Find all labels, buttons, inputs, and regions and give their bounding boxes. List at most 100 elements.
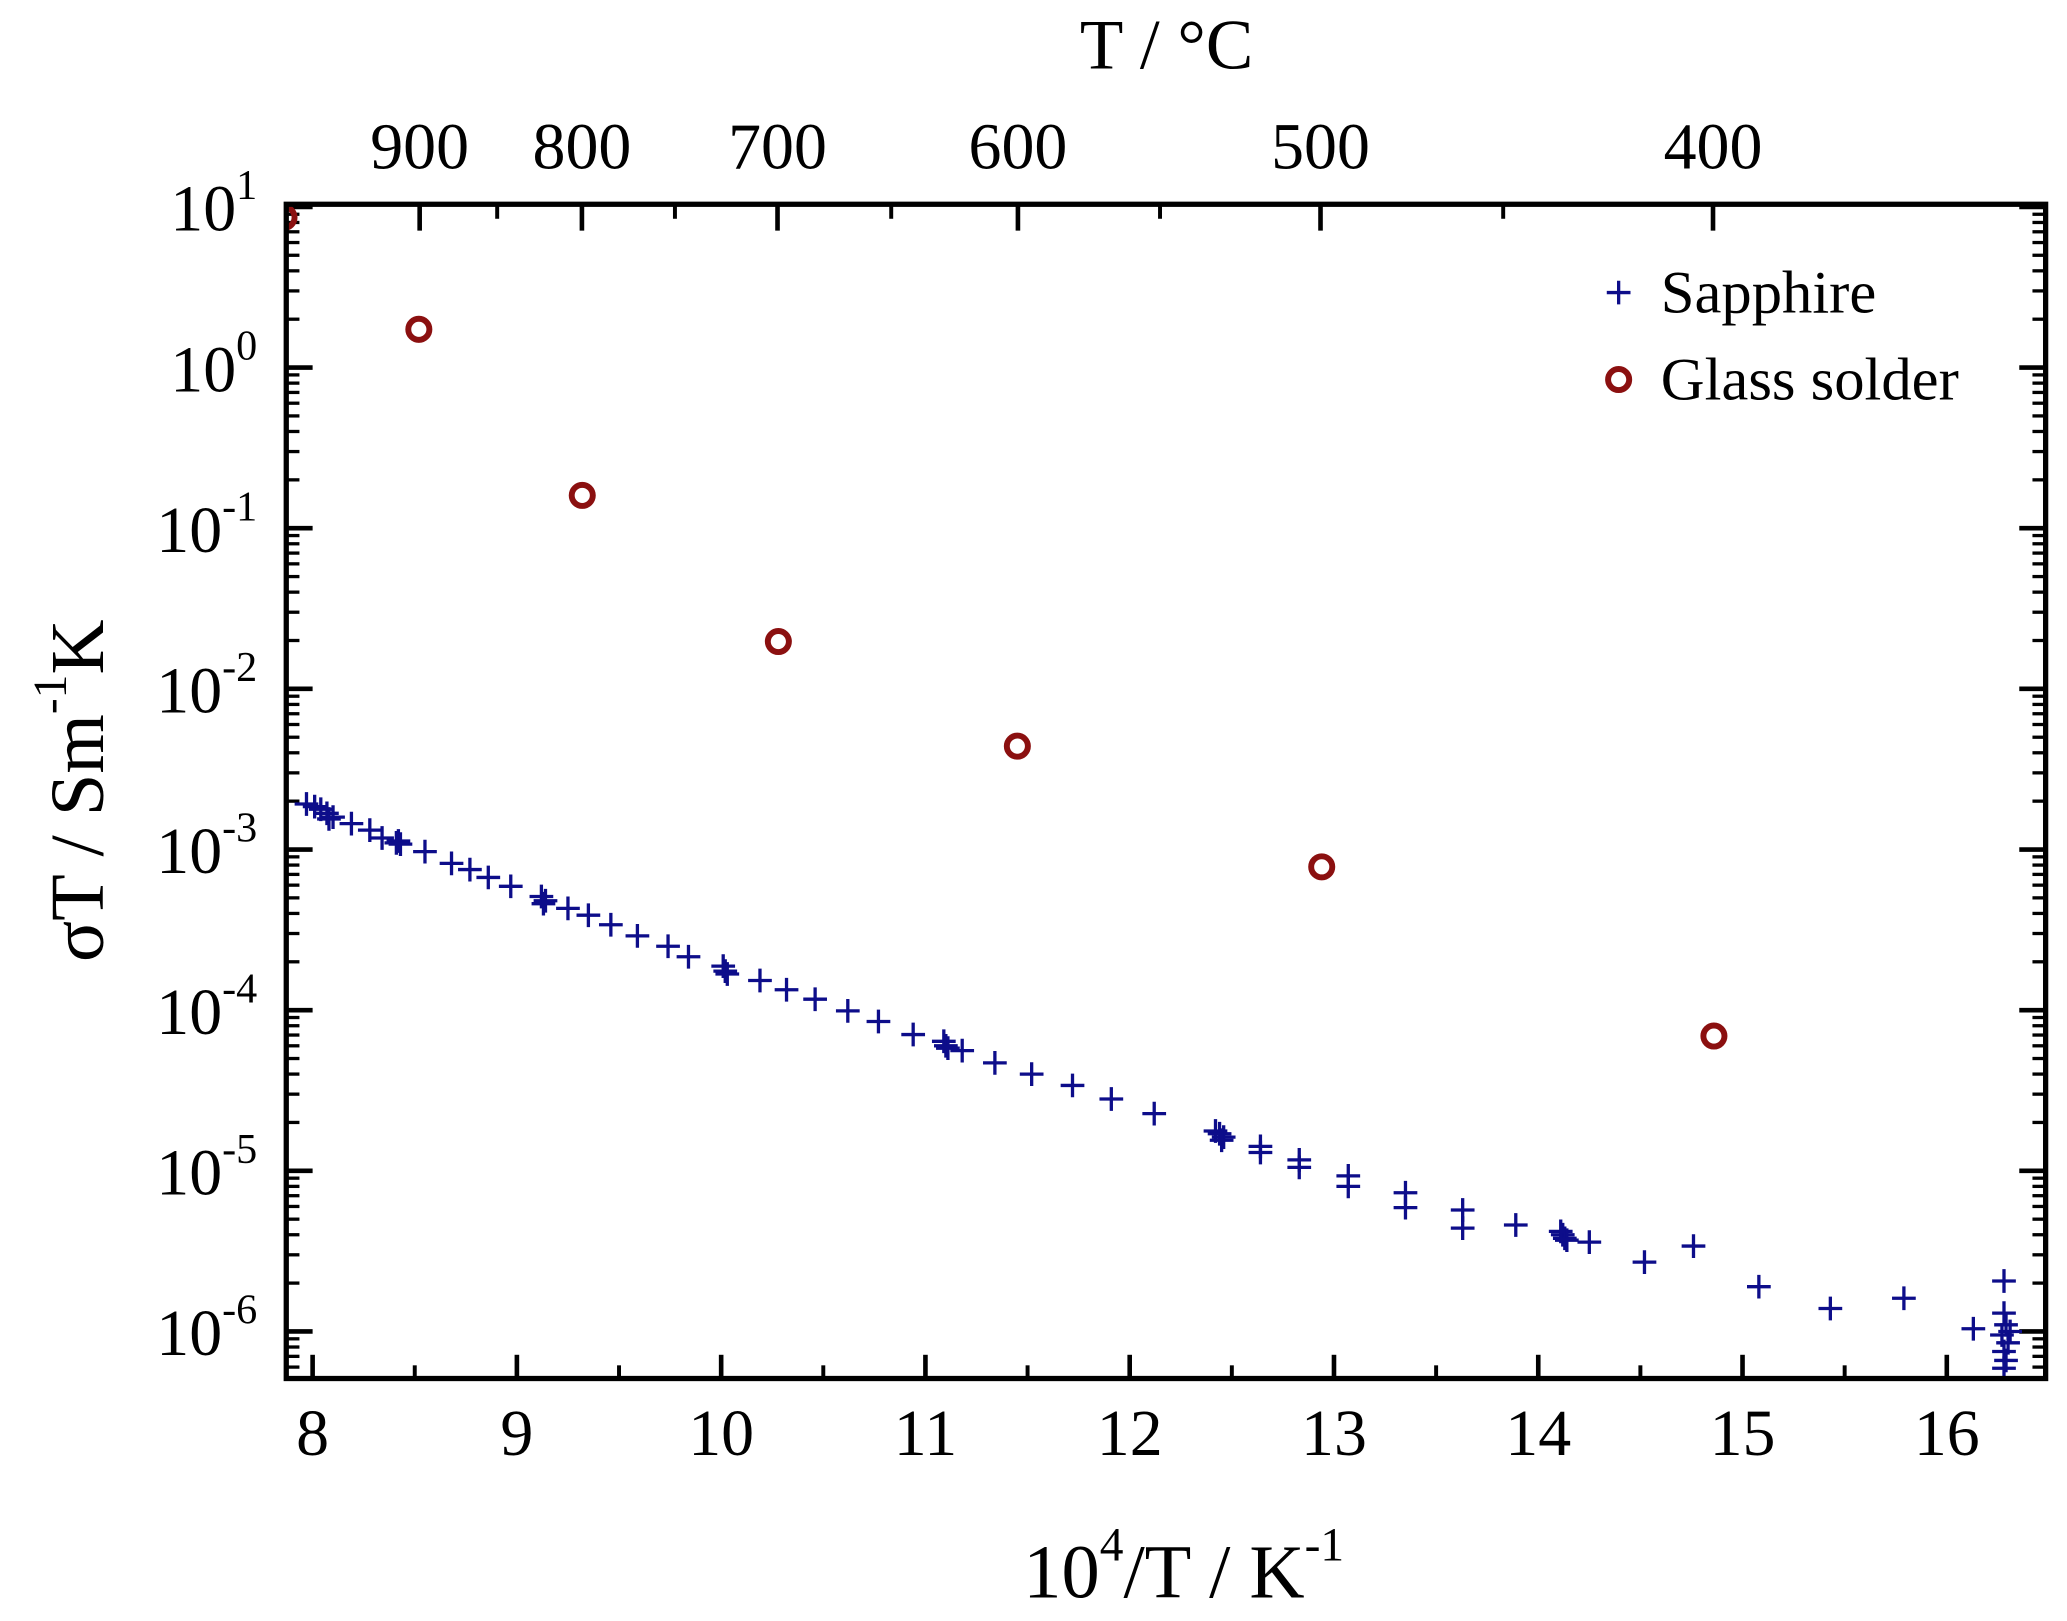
sapphire-point [1747,1274,1771,1299]
y-label-rest: K [35,619,120,674]
y-tick-label: 10-4 [156,965,257,1049]
x-tick-label: 8 [296,1397,329,1470]
sapphire-point [1554,1228,1579,1253]
y-tick-label: 100 [170,323,257,407]
y-tick-exponent: -4 [222,965,257,1012]
sapphire-point [339,811,364,836]
sapphire-point [1248,1140,1273,1165]
sapphire-point [625,924,650,948]
legend-marker-glass-solder [1605,366,1633,394]
y-tick-base: 10 [170,333,236,406]
sapphire-point [774,977,799,1002]
sapphire-point [676,944,701,969]
y-tick-base: 10 [156,494,222,567]
y-tick-base: 10 [156,815,222,888]
y-label-main: σT / Sm [35,714,120,962]
sapphire-point [1961,1316,1986,1341]
sapphire-point [1450,1216,1475,1240]
data-points [286,204,2022,1379]
y-tick-exponent: -6 [222,1287,257,1334]
x-axis-label: 104/T / K-1 [1023,1519,1344,1614]
sapphire-point [413,839,437,864]
y-axis-label: σT / Sm-1K [25,619,120,962]
x-label-base: 10 [1023,1529,1099,1614]
sapphire-point [1992,1301,2016,1326]
y-tick-exponent: 0 [236,323,257,370]
legend-marker-sapphire [1606,280,1631,305]
top-axis-label: T / °C [1080,7,1253,85]
sapphire-point [576,903,601,928]
x-tick-label: 10 [688,1397,754,1470]
y-tick-base: 10 [156,1137,222,1210]
x-tick-label: 13 [1301,1397,1367,1470]
sapphire-point [531,891,556,916]
sapphire-point [476,865,501,890]
sapphire-point [370,826,394,850]
y-tick-exponent: 1 [236,162,257,209]
sapphire-point [936,1036,960,1061]
legend-label: Sapphire [1661,259,1876,326]
x-tick-label: 15 [1710,1397,1776,1470]
glass-solder-point [286,204,298,231]
sapphire-point [598,912,623,937]
sapphire-point [1287,1155,1312,1180]
glass-solder-point [1700,1022,1728,1050]
x-tick-label: 12 [1097,1397,1163,1470]
sapphire-point [1211,1125,1236,1150]
sapphire-point [1550,1222,1575,1247]
plot-frame [283,201,2049,1382]
sapphire-point [1577,1230,1602,1254]
sapphire-point [1209,1128,1234,1153]
sapphire-point [1503,1213,1528,1237]
y-tick-label: 10-1 [156,483,257,567]
y-label-exp: -1 [25,675,77,715]
glass-solder-point [764,628,792,656]
sapphire-point [384,830,409,855]
sapphire-point [656,934,680,959]
sapphire-point [1207,1121,1232,1146]
y-tick-base: 10 [156,976,222,1049]
sapphire-point [866,1009,891,1034]
y-tick-base: 10 [156,1297,222,1370]
sapphire-point [315,801,339,826]
legend: Sapphire Glass solder [1605,259,1959,413]
sapphire-point [1019,1062,1044,1086]
sapphire-point [748,968,772,993]
top-tick-label: 700 [728,111,827,184]
sapphire-point [803,987,827,1012]
sapphire-point [1994,1312,2018,1337]
sapphire-point [1818,1296,1843,1321]
sapphire-point [302,794,327,819]
sapphire-point [715,962,740,986]
sapphire-point [1892,1286,1916,1311]
y-tick-base: 10 [170,173,236,246]
top-tick-label: 500 [1271,111,1370,184]
y-tick-exponent: -5 [222,1126,257,1173]
legend-label: Glass solder [1661,346,1959,413]
x-tick-label: 11 [894,1397,957,1470]
sapphire-point [1142,1101,1167,1126]
y-tick-label: 10-5 [156,1126,257,1210]
sapphire-point [439,851,464,876]
sapphire-point [321,805,345,830]
sapphire-point [317,807,341,831]
sapphire-point [1992,1269,2016,1293]
glass-solder-point [1003,732,1031,760]
y-tick-label: 10-2 [156,644,257,728]
top-tick-label: 800 [533,111,632,184]
top-tick-label: 900 [370,111,469,184]
y-tick-label: 10-6 [156,1287,257,1371]
x-label-rest: /T / K [1123,1529,1304,1614]
y-tick-exponent: -2 [222,644,257,691]
sapphire-point [713,959,738,983]
sapphire-point [950,1038,975,1063]
top-tick-label: 400 [1664,111,1763,184]
glass-solder-point [1308,853,1336,881]
sapphire-point [1099,1087,1124,1111]
sapphire-point [1060,1073,1085,1098]
sapphire-point [901,1022,926,1047]
x-tick-label: 16 [1914,1397,1980,1470]
sapphire-point [1393,1195,1418,1220]
sapphire-point [357,818,382,843]
